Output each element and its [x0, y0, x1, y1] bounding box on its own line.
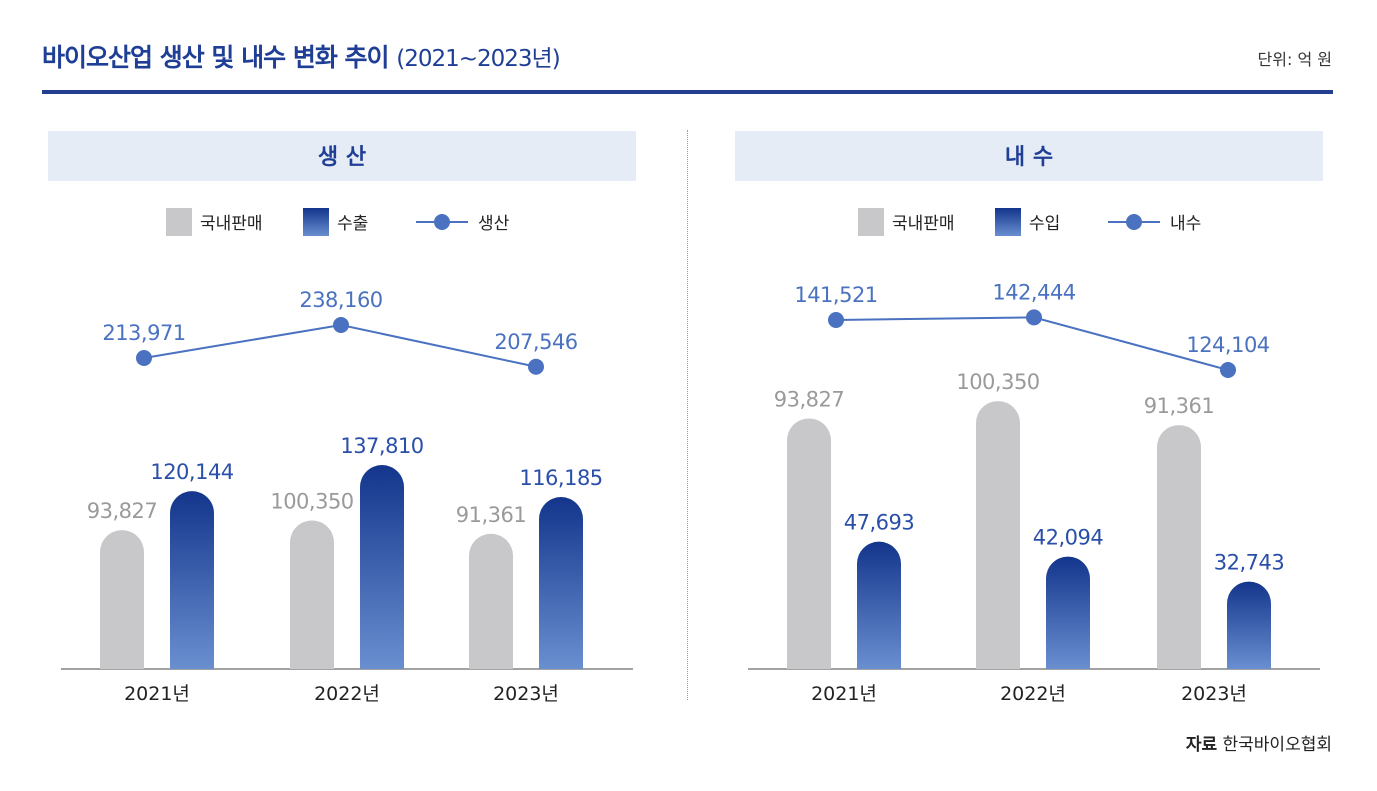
bar-value-label: 100,350 — [270, 489, 353, 513]
legend-label: 국내판매 — [892, 214, 955, 234]
bar-value-label: 120,144 — [150, 460, 233, 484]
bar-수입 — [1046, 556, 1090, 669]
line-value-label: 207,546 — [494, 330, 577, 354]
source-label: 자료 — [1185, 735, 1218, 755]
legend-marker — [1126, 214, 1142, 230]
legend-swatch-gray — [858, 208, 884, 236]
line-value-label: 213,971 — [102, 321, 185, 345]
bar-value-label: 93,827 — [87, 499, 157, 523]
bar-value-label: 91,361 — [456, 503, 526, 527]
bar-value-label: 42,094 — [1033, 526, 1104, 550]
x-tick-label: 2023년 — [1181, 683, 1247, 705]
line-value-label: 141,521 — [794, 283, 877, 307]
x-tick-label: 2023년 — [493, 683, 559, 705]
bar-국내판매 — [787, 418, 831, 669]
legend-swatch-blue — [995, 208, 1021, 236]
bar-value-label: 91,361 — [1144, 394, 1214, 418]
line-point — [828, 312, 844, 328]
bar-수입 — [1227, 581, 1271, 669]
title-period: (2021~2023년) — [396, 46, 560, 72]
bar-국내판매 — [100, 530, 144, 669]
x-tick-label: 2022년 — [1000, 683, 1066, 705]
source-note: 자료 한국바이오협회 — [1186, 730, 1332, 755]
title-rule — [42, 90, 1333, 94]
bar-value-label: 32,743 — [1214, 551, 1284, 575]
bar-value-label: 47,693 — [844, 511, 914, 535]
bar-국내판매 — [290, 520, 334, 669]
legend-marker — [434, 214, 450, 230]
legend-label: 수입 — [1029, 214, 1060, 234]
bar-value-label: 116,185 — [519, 466, 602, 490]
legend-swatch-gray — [166, 208, 192, 236]
line-value-label: 124,104 — [1186, 333, 1269, 357]
line-point — [1220, 362, 1236, 378]
page-title: 바이오산업 생산 및 내수 변화 추이 (2021~2023년) — [42, 38, 561, 74]
panel-title: 내 수 — [1005, 145, 1053, 170]
x-tick-label: 2021년 — [811, 683, 877, 705]
legend-label: 내수 — [1170, 214, 1201, 234]
legend-label: 생산 — [478, 214, 510, 234]
legend-label: 수출 — [337, 214, 368, 234]
line-point — [136, 350, 152, 366]
line-point — [528, 358, 544, 375]
bar-value-label: 137,810 — [340, 434, 423, 458]
line-point — [1026, 309, 1042, 326]
panel-divider — [687, 130, 688, 700]
panel-header-bg — [735, 131, 1323, 181]
line-value-label: 142,444 — [992, 280, 1075, 304]
bar-수출 — [170, 491, 214, 669]
legend-label: 국내판매 — [200, 214, 263, 234]
bar-value-label: 100,350 — [956, 370, 1039, 394]
line-value-label: 238,160 — [299, 288, 382, 312]
legend-swatch-blue — [303, 208, 329, 236]
unit-label: 단위: 억 원 — [1257, 50, 1332, 69]
x-tick-label: 2022년 — [314, 683, 380, 705]
bar-수출 — [539, 497, 583, 669]
source-text: 한국바이오협회 — [1222, 735, 1332, 755]
bar-value-label: 93,827 — [774, 387, 844, 411]
bar-수입 — [857, 541, 901, 669]
bar-국내판매 — [469, 533, 513, 669]
title-text: 바이오산업 생산 및 내수 변화 추이 — [42, 43, 390, 72]
line-내수 — [835, 316, 1229, 371]
x-tick-label: 2021년 — [124, 683, 190, 705]
line-point — [333, 317, 349, 333]
panel-title: 생 산 — [318, 145, 366, 170]
bar-수출 — [360, 465, 404, 669]
bar-국내판매 — [976, 401, 1020, 669]
bar-국내판매 — [1157, 425, 1201, 669]
panel-header-bg — [48, 131, 636, 181]
